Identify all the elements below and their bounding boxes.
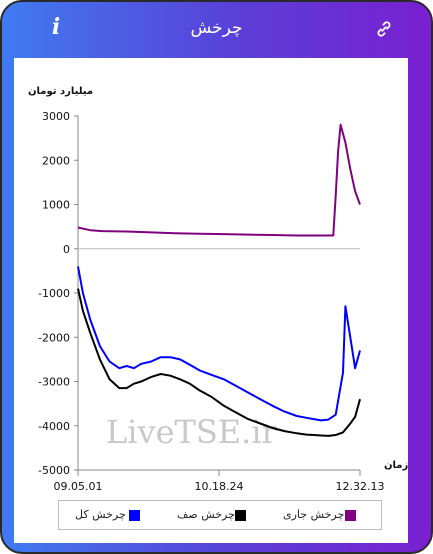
legend-swatch-zero [235, 510, 246, 521]
chart-axes: 3000 2000 1000 0 -1000 -2000 -3000 -4000 -5000 09… [38, 110, 384, 493]
watermark: LiveTSE.ir [106, 413, 278, 451]
link-icon[interactable] [373, 18, 395, 40]
page-title: چرخش [190, 18, 243, 38]
chart-legend: چرخش کل چرخش صف چرخش جاری [58, 500, 382, 530]
legend-label-total: چرخش کل [75, 508, 126, 521]
y-tick-label: 1000 [42, 199, 70, 212]
y-tick-label: 2000 [42, 154, 70, 167]
x-tick-label: 10.18.24 [195, 480, 244, 493]
y-axis-label: میلیارد تومان [28, 86, 93, 97]
x-tick-label: 12.32.13 [336, 480, 385, 493]
series-line-current [77, 123, 361, 237]
y-tick-label: 3000 [42, 110, 70, 123]
chart-panel: LiveTSE.ir 3000 2000 1000 0 -1000 -2000 -3000 -… [14, 58, 408, 543]
y-tick-label: -4000 [38, 420, 70, 433]
legend-label-current: چرخش جاری [283, 508, 345, 521]
x-tick-label: 09.05.01 [54, 480, 103, 493]
legend-label-zero: چرخش صف [177, 508, 235, 521]
y-tick-label: -5000 [38, 464, 70, 477]
y-tick-label: -3000 [38, 376, 70, 389]
info-icon[interactable]: i [51, 14, 61, 40]
y-tick-label: -1000 [38, 287, 70, 300]
y-tick-label: -2000 [38, 331, 70, 344]
y-tick-label: 0 [63, 243, 70, 256]
chart-series [77, 123, 361, 437]
x-axis-label: زمان [384, 460, 408, 471]
legend-swatch-current [345, 510, 356, 521]
header-bar: i چرخش [2, 2, 431, 58]
series-line-zero [77, 288, 361, 437]
series-line-total [77, 266, 361, 422]
line-chart: LiveTSE.ir 3000 2000 1000 0 -1000 -2000 -3000 -… [28, 86, 408, 493]
legend-swatch-total [129, 510, 140, 521]
